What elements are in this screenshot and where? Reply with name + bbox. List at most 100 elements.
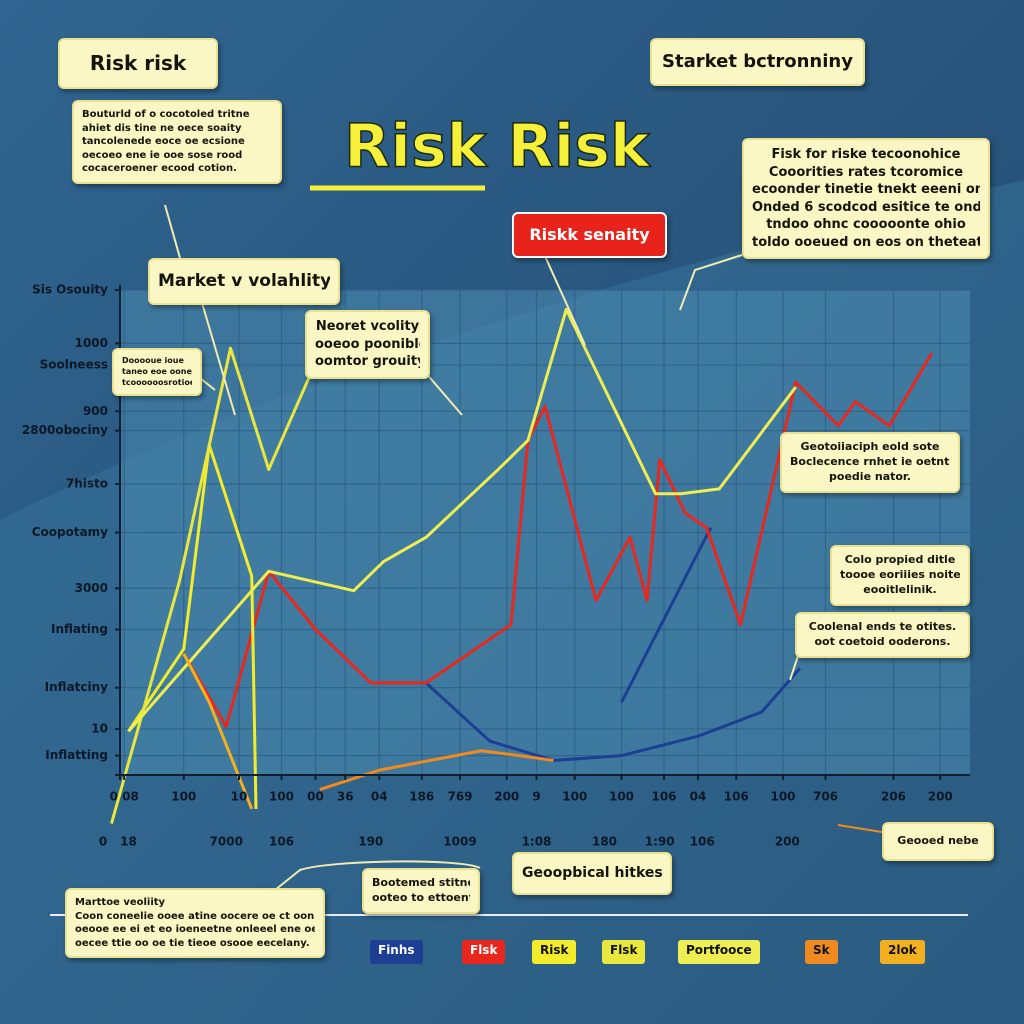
x-tick-label: 36 xyxy=(337,790,354,804)
annotation-line: toooe eoriiies noite xyxy=(840,567,960,581)
annotation-line: oot coetoid ooderons. xyxy=(814,634,951,648)
x-tick-label: 00 xyxy=(307,790,324,804)
leader xyxy=(274,860,481,891)
x2-tick-label: 7000 xyxy=(210,835,243,849)
y-tick-label: 3000 xyxy=(75,581,108,595)
x-tick-label: 106 xyxy=(651,790,676,804)
annotation-line: taneo eoe ooneo xyxy=(122,366,192,376)
x-tick-label: 0 08 xyxy=(110,790,139,804)
annotation-line: Colo propied ditle xyxy=(844,553,956,566)
series-line xyxy=(182,653,254,810)
x-tick-label: 04 xyxy=(371,790,388,804)
series-line xyxy=(424,526,802,762)
x-tick-label: 100 xyxy=(171,790,196,804)
y-tick-label: 900 xyxy=(83,404,108,418)
x2-tick-label: 200 xyxy=(775,835,800,849)
annotation: Dooooue ioue taneo eoe ooneo tcoooooosroti… xyxy=(112,348,202,397)
x-tick-label: 206 xyxy=(881,790,906,804)
x2-tick-label: 190 xyxy=(358,835,383,849)
annotation-line: Bouturld of o cocotoled tritne xyxy=(82,109,250,120)
series-lines xyxy=(110,307,934,824)
annotation-line: Fisk for riske tecoonohice xyxy=(771,147,961,162)
y-tick-label: Coopotamy xyxy=(32,525,108,539)
x2-tick-label: 1009 xyxy=(443,835,476,849)
annotation-line: oecee ttie oo oe tie tieoe osooe eecelan… xyxy=(75,937,310,949)
legend-entry: Sk xyxy=(805,940,838,964)
x-tick-label: 706 xyxy=(813,790,838,804)
y-tick-label: 10 xyxy=(91,721,108,735)
annotation: Marttoe veoliity Coon coneelie ooee atine… xyxy=(65,888,325,958)
annotation-line: tancolenede eoce oe ecsione xyxy=(82,136,245,147)
x-tick-label: 100 xyxy=(562,790,587,804)
annotation-line: oecoeo ene ie ooe sose rood xyxy=(82,149,243,161)
x-tick-label: 100 xyxy=(269,790,294,804)
annotation-line: Risk risk xyxy=(89,51,187,75)
annotation-line: Geotoiiaciph eold sote xyxy=(800,440,940,453)
x-tick-label: 100 xyxy=(609,790,634,804)
annotation: Market v volahlity xyxy=(148,258,340,305)
y-tick-label: 7histo xyxy=(66,477,108,491)
y-tick-label: Soolneess xyxy=(40,358,108,372)
annotation-line: cocaceroener ecood cotion. xyxy=(82,163,237,174)
leader xyxy=(199,295,236,416)
annotation-line: ooteo to ettoente xyxy=(372,890,470,904)
series-line xyxy=(110,346,322,824)
x2-tick-label: 1:08 xyxy=(522,835,552,849)
x-tick-label: 769 xyxy=(447,790,472,804)
annotation-line: Coolenal ends te otites. xyxy=(808,620,957,633)
x2-tick-label: 18 xyxy=(120,835,137,849)
annotation: Colo propied ditle toooe eoriiies noite eo… xyxy=(830,545,970,606)
y-tick-label: Inflating xyxy=(51,622,108,636)
x2-tick-label: 1:90 xyxy=(645,835,675,849)
leader xyxy=(539,244,586,346)
series-line xyxy=(319,749,554,791)
annotation: Geooed nebe xyxy=(882,822,994,861)
annotation-line: oomtor grouity xyxy=(315,354,420,370)
legend-entry: Flsk xyxy=(462,940,506,964)
x2-tick-label: 180 xyxy=(592,835,617,849)
y-tick-label: Inflatting xyxy=(45,748,108,762)
x2-tick-label: 106 xyxy=(690,835,715,849)
leader xyxy=(424,371,463,416)
annotation-line: Cooorities rates tcoromice xyxy=(768,164,964,180)
chart-title: Risk Risk xyxy=(344,112,652,182)
leader-orange xyxy=(837,824,883,833)
annotation-line: Neoret vcolity xyxy=(315,319,420,334)
x-tick-label: 200 xyxy=(928,790,953,804)
x-tick-label: 04 xyxy=(690,790,707,804)
series-line xyxy=(182,352,934,728)
annotation: Geoopbical hitkes xyxy=(512,852,672,895)
annotation: Bouturld of o cocotoled tritne ahiet dis … xyxy=(72,100,282,184)
annotation: Starket bctronniny xyxy=(650,38,865,87)
annotation-line: toldo ooeued on eos on theteation xyxy=(752,234,980,250)
annotation-line: ecoonder tinetie tnekt eeeni on xyxy=(752,182,980,198)
annotation-line: Dooooue ioue xyxy=(122,356,184,365)
annotation-line: Bootemed stitne xyxy=(372,876,470,889)
annotation-line: oeooe ee ei et eo ioeneetne onleeel ene … xyxy=(75,924,315,935)
y-tick-label: Inflatciny xyxy=(45,680,109,694)
annotation-line: ahiet dis tine ne oece soaity xyxy=(82,122,242,134)
x2-tick-label: 106 xyxy=(269,835,294,849)
legend-entry: Flsk xyxy=(602,940,646,964)
annotation: Riskk senaity xyxy=(512,212,667,258)
x-tick-label: 100 xyxy=(770,790,795,804)
legend-entry: Portfooce xyxy=(678,940,760,964)
annotation-line: Market v volahlity xyxy=(158,271,330,291)
annotation-line: poedie nator. xyxy=(829,469,911,483)
annotation: Neoret vcolity ooeoo pooniblc oomtor groui… xyxy=(305,310,430,379)
x-tick-label: 10 xyxy=(231,790,248,804)
annotation-line: Geooed nebe xyxy=(897,834,979,847)
leader xyxy=(679,254,743,311)
annotation-line: Marttoe veoliity xyxy=(75,897,166,908)
annotation-line: Coon coneelie ooee atine oocere oe ct oo… xyxy=(75,910,315,922)
legend-entry: 2lok xyxy=(880,940,925,964)
legend-entry: Finhs xyxy=(370,940,423,964)
annotation: Coolenal ends te otites. oot coetoid oode… xyxy=(795,612,970,658)
x-tick-label: 186 xyxy=(409,790,434,804)
x2-tick-label: 0 xyxy=(99,835,107,849)
annotation-line: Boclecence rnhet ie oetnte xyxy=(790,454,950,468)
x-tick-label: 9 xyxy=(532,790,540,804)
annotation-line: Geoopbical hitkes xyxy=(522,865,662,881)
